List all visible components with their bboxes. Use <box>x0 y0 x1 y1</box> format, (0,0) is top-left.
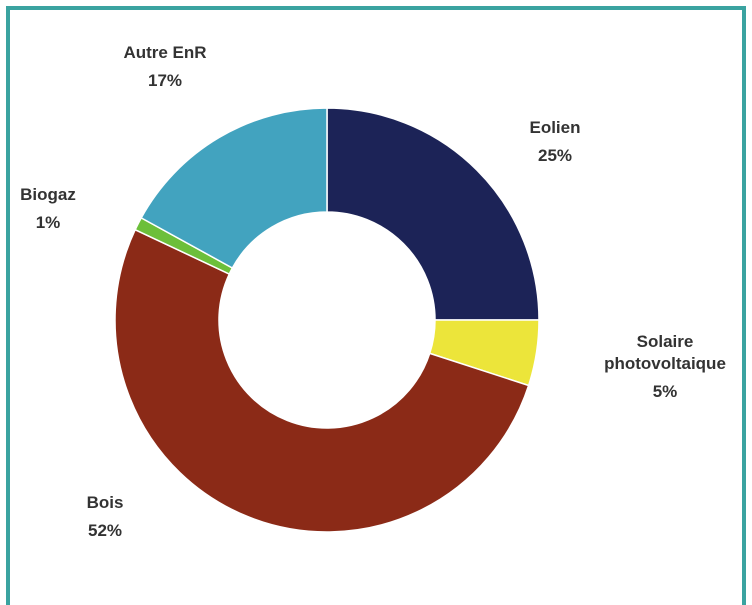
donut-segment <box>326 107 540 321</box>
data-label: Autre EnR 17% <box>105 42 225 98</box>
data-label: Eolien 25% <box>505 117 605 173</box>
data-label: Bois 52% <box>65 492 145 548</box>
donut-segment <box>140 107 328 269</box>
category-label: Solaire photovoltaique <box>604 332 726 373</box>
donut-segment <box>114 228 530 533</box>
value-label: 17% <box>147 71 183 90</box>
data-label: Solaire photovoltaique 5% <box>590 331 740 409</box>
value-label: 5% <box>652 382 678 401</box>
category-label: Autre EnR <box>123 43 207 62</box>
data-label: Biogaz 1% <box>8 184 88 240</box>
value-label: 52% <box>87 521 123 540</box>
category-label: Eolien <box>529 118 581 137</box>
category-label: Biogaz <box>20 185 76 204</box>
value-label: 1% <box>35 213 61 232</box>
frame <box>6 6 746 605</box>
category-label: Bois <box>86 493 124 512</box>
value-label: 25% <box>537 146 573 165</box>
